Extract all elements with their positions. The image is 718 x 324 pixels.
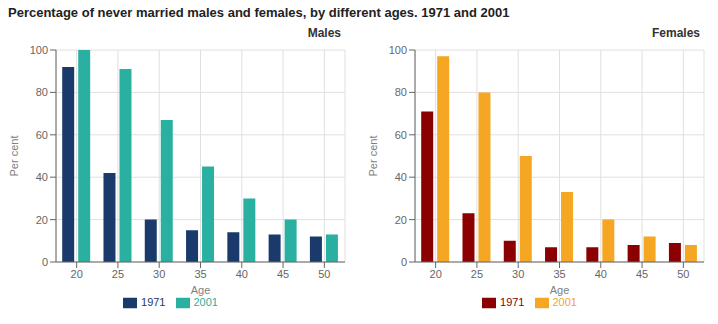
svg-text:40: 40 [236, 268, 248, 280]
svg-text:60: 60 [395, 129, 407, 141]
html-text:2001: 2001 [193, 296, 218, 308]
svg-text:45: 45 [636, 268, 648, 280]
svg-text:40: 40 [36, 171, 48, 183]
svg-text:50: 50 [677, 268, 689, 280]
svg-text:35: 35 [194, 268, 206, 280]
svg-text:40: 40 [395, 171, 407, 183]
html-text:Females: Females [652, 26, 700, 40]
svg-text:25: 25 [471, 268, 483, 280]
svg-text:80: 80 [36, 86, 48, 98]
html-text:Percentage of never married ma: Percentage of never married males and fe… [8, 5, 510, 20]
svg-text:20: 20 [395, 214, 407, 226]
svg-text:100: 100 [389, 44, 407, 56]
svg-text:30: 30 [153, 268, 165, 280]
svg-text:30: 30 [512, 268, 524, 280]
svg-text:100: 100 [30, 44, 48, 56]
svg-text:0: 0 [401, 256, 407, 268]
svg-text:20: 20 [36, 214, 48, 226]
svg-text:80: 80 [395, 86, 407, 98]
svg-text:Age: Age [550, 284, 570, 296]
svg-text:Per cent: Per cent [8, 136, 20, 177]
html-text:Males: Males [307, 26, 341, 40]
svg-text:60: 60 [36, 129, 48, 141]
svg-text:25: 25 [112, 268, 124, 280]
svg-text:20: 20 [430, 268, 442, 280]
svg-text:20: 20 [71, 268, 83, 280]
svg-text:Age: Age [191, 284, 211, 296]
svg-text:0: 0 [42, 256, 48, 268]
html-text:2001: 2001 [552, 296, 577, 308]
svg-text:45: 45 [277, 268, 289, 280]
svg-text:35: 35 [553, 268, 565, 280]
svg-text:40: 40 [595, 268, 607, 280]
svg-text:Per cent: Per cent [367, 136, 379, 177]
html-text:1971: 1971 [500, 296, 525, 308]
svg-text:50: 50 [318, 268, 330, 280]
html-text:1971: 1971 [141, 296, 166, 308]
